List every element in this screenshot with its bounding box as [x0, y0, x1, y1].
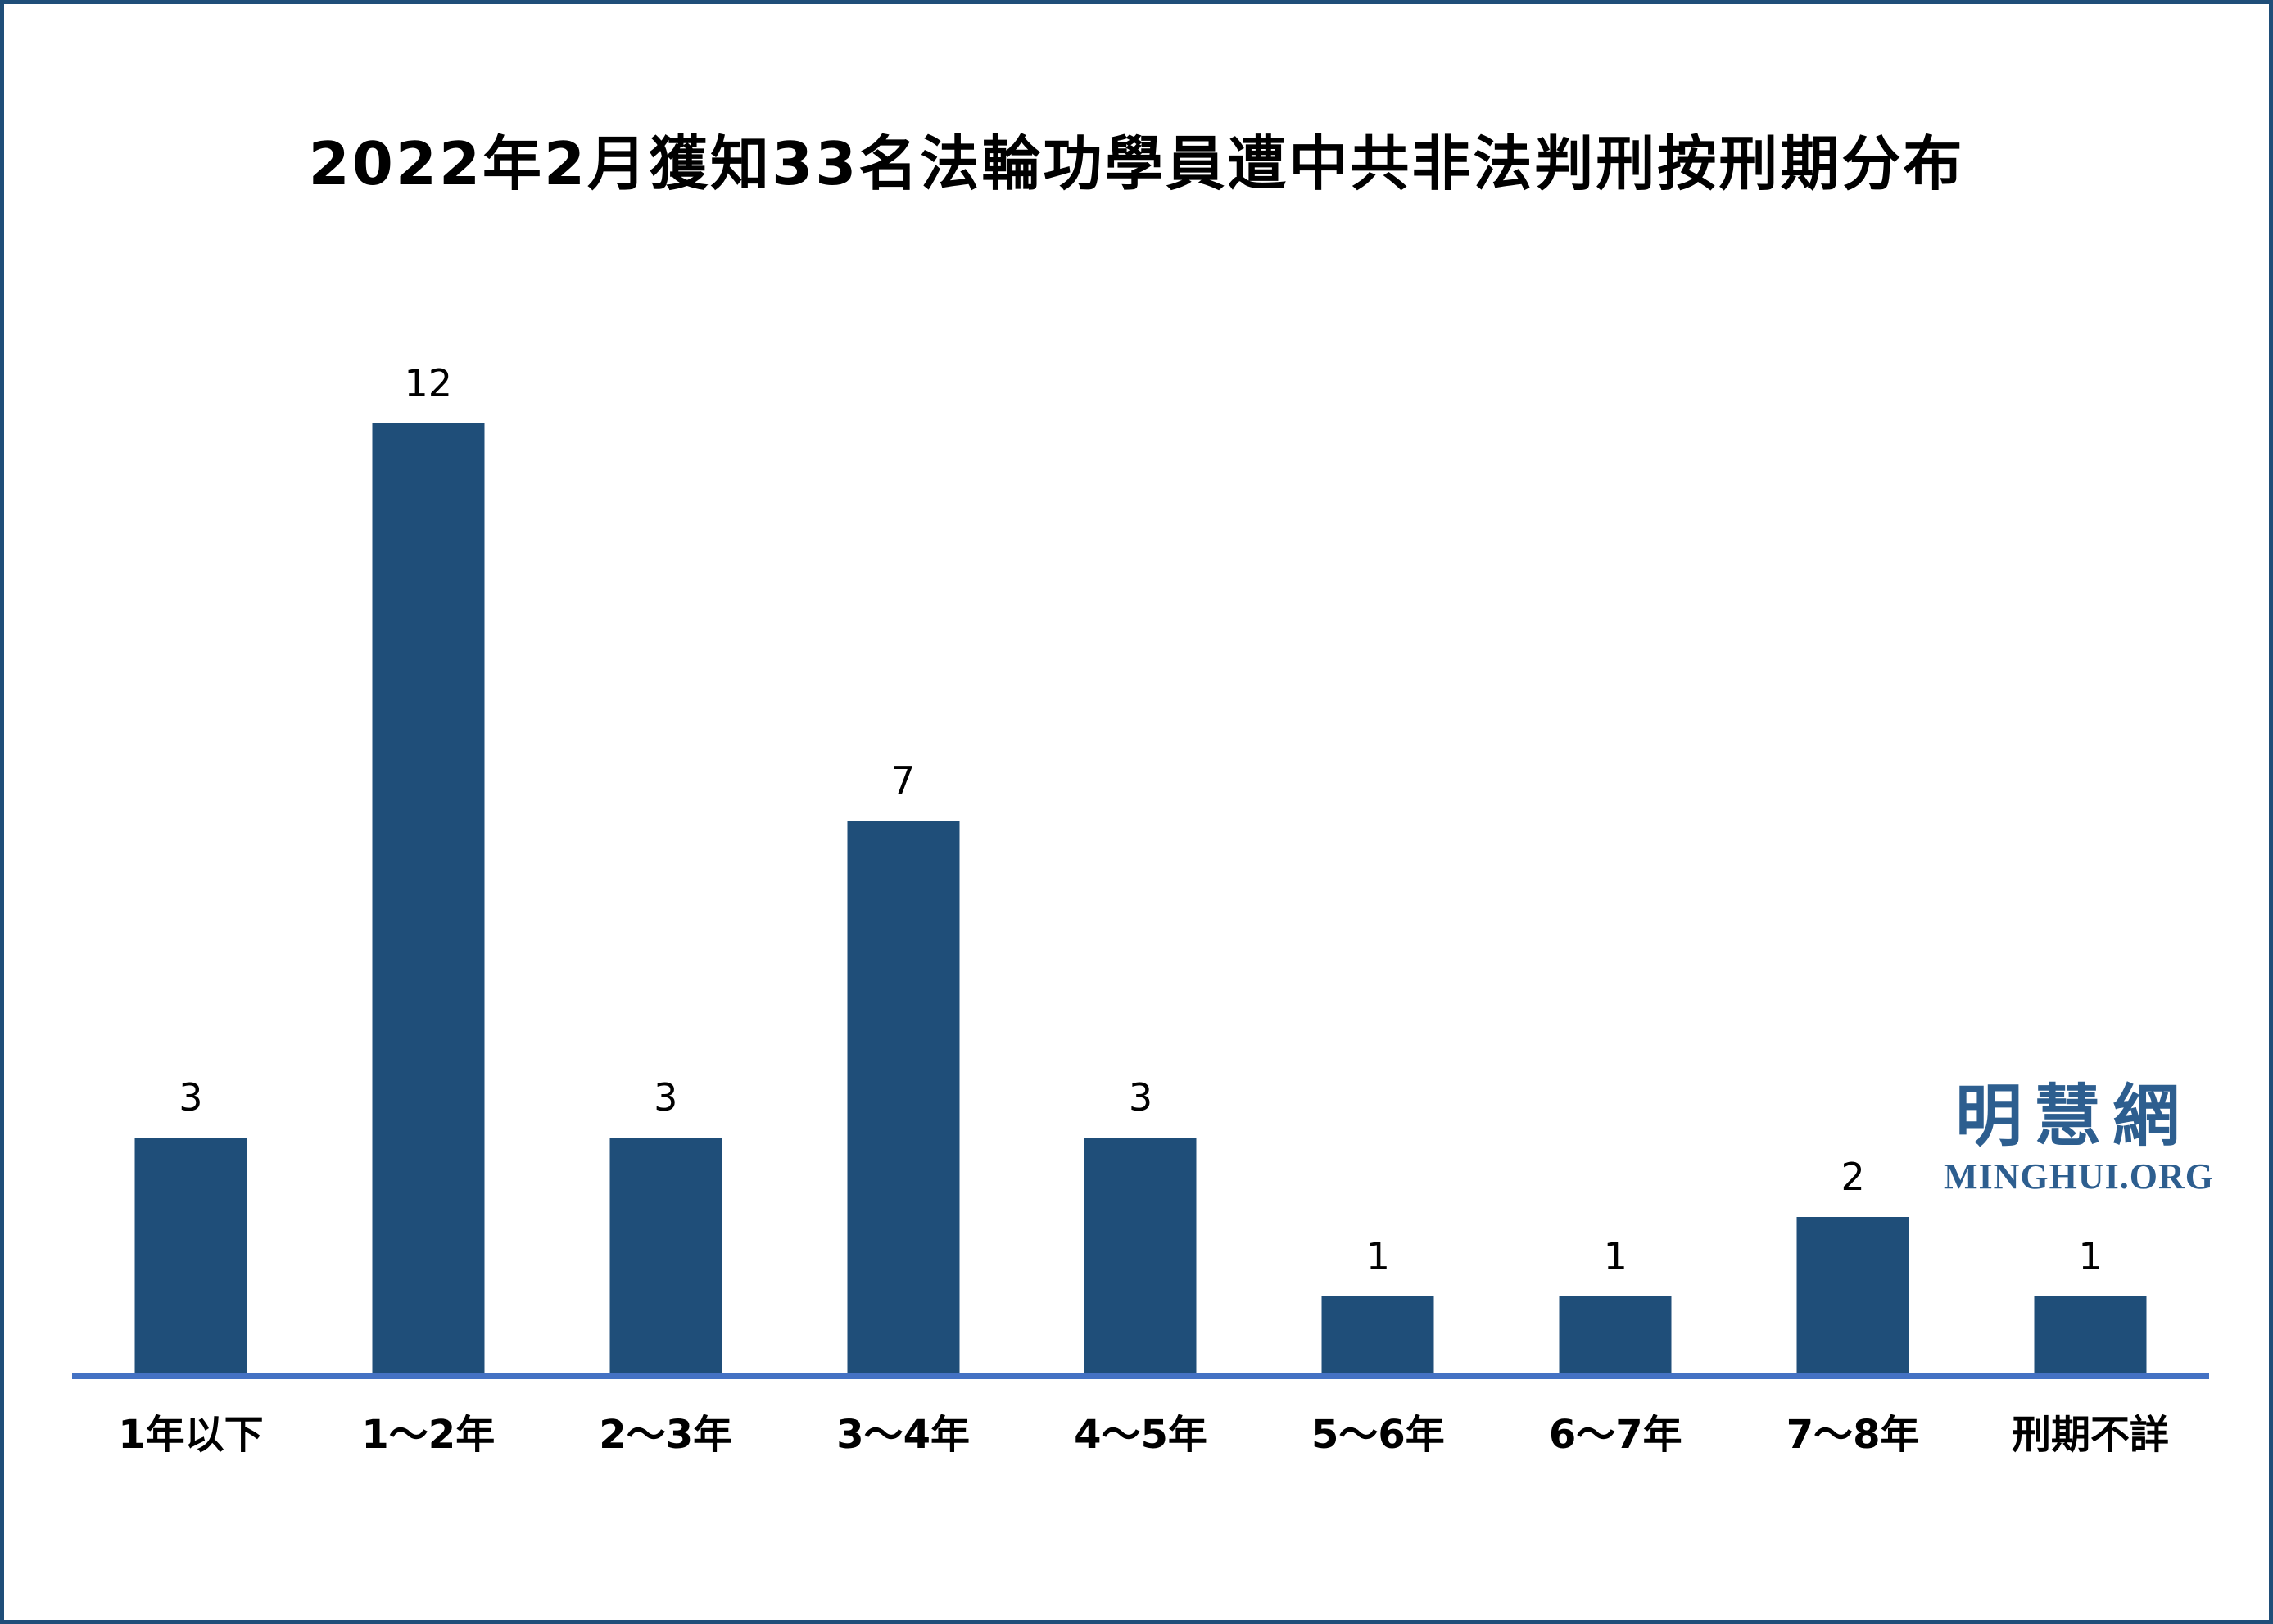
- bar: [847, 820, 960, 1376]
- bar-value-label: 3: [654, 1075, 678, 1120]
- x-axis-label: 4～5年: [1074, 1412, 1207, 1458]
- x-axis-label: 3～4年: [836, 1412, 970, 1458]
- bar-value-label: 1: [1365, 1234, 1391, 1279]
- bar-column: 3: [1022, 4, 1260, 1376]
- x-axis-label: 6～7年: [1548, 1412, 1682, 1458]
- bar-value-label: 1: [1603, 1234, 1628, 1279]
- minghui-logo-url: MINGHUI.ORG: [1944, 1156, 2214, 1197]
- bar-column: 2: [1734, 4, 1972, 1376]
- x-axis-label: 刑期不詳: [2012, 1412, 2170, 1458]
- bar-value-label: 7: [890, 758, 916, 803]
- bar-column: 1: [1972, 4, 2209, 1376]
- x-axis-label: 2～3年: [599, 1412, 733, 1458]
- bar-column: 3: [547, 4, 785, 1376]
- bar-column: 3: [72, 4, 310, 1376]
- bar: [1321, 1296, 1434, 1376]
- bar-column: 1: [1259, 4, 1496, 1376]
- bar: [1796, 1217, 1909, 1376]
- plot-area: 3 12 3 7 3 1 1 2 1: [72, 4, 2209, 1376]
- bar-column: 7: [785, 4, 1022, 1376]
- bar-value-label: 2: [1841, 1155, 1865, 1200]
- bar-value-label: 3: [179, 1075, 203, 1120]
- x-axis-line: [72, 1373, 2209, 1379]
- bar-value-label: 1: [2078, 1234, 2103, 1279]
- bar: [609, 1138, 722, 1376]
- x-axis-label: 5～6年: [1311, 1412, 1445, 1458]
- x-axis-labels: 1年以下 1～2年 2～3年 3～4年 4～5年 5～6年 6～7年 7～8年 刑期不詳: [72, 1406, 2209, 1463]
- bar: [2034, 1296, 2147, 1376]
- minghui-watermark: 明慧網 MINGHUI.ORG: [1944, 1078, 2214, 1197]
- bar: [1559, 1296, 1672, 1376]
- bar-column: 12: [310, 4, 547, 1376]
- chart-title: 2022年2月獲知33名法輪功學員遭中共非法判刑按刑期分布: [308, 129, 1965, 198]
- bar: [372, 423, 485, 1376]
- bar-column: 1: [1496, 4, 1734, 1376]
- x-axis-label: 7～8年: [1786, 1412, 1920, 1458]
- x-axis-label: 1年以下: [118, 1412, 264, 1458]
- minghui-logo-chinese: 明慧網: [1954, 1078, 2191, 1156]
- bar: [1084, 1138, 1197, 1376]
- bar-value-label: 12: [404, 361, 453, 406]
- bar-value-label: 3: [1128, 1075, 1153, 1120]
- x-axis-label: 1～2年: [361, 1412, 496, 1458]
- bar: [134, 1138, 247, 1376]
